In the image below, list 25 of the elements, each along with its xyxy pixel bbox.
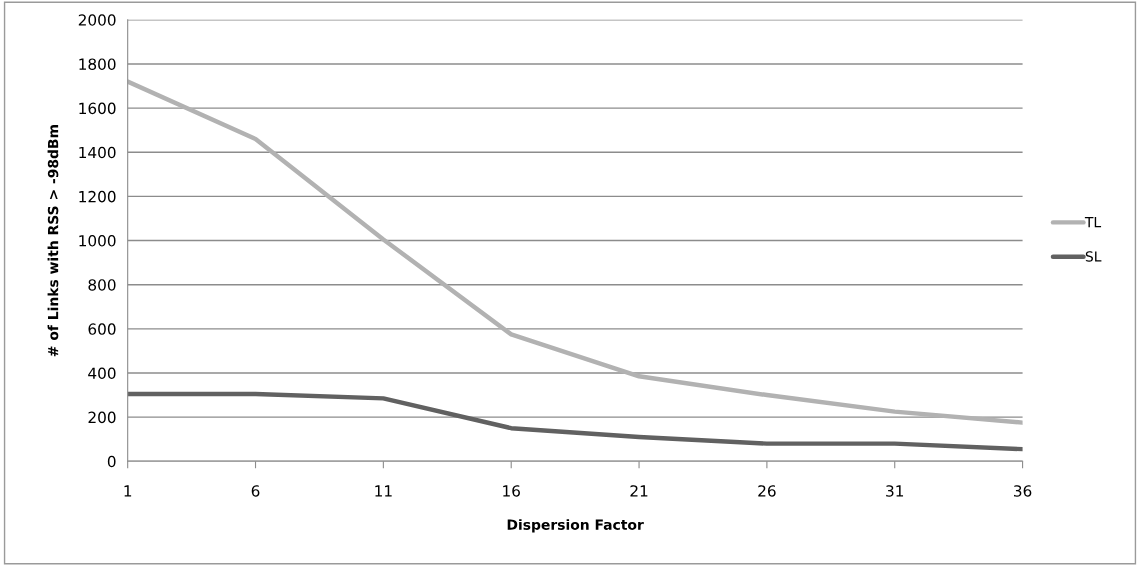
legend-label: TL <box>1084 217 1102 228</box>
x-tick-label: 31 <box>886 485 904 497</box>
y-tick-label: 400 <box>88 367 116 380</box>
legend-label: SL <box>1085 251 1102 262</box>
y-tick-label: 1000 <box>79 235 116 247</box>
line-series <box>127 79 1023 425</box>
x-tick-label: 1 <box>124 485 132 497</box>
x-tick-label: 16 <box>503 485 520 497</box>
y-tick-label: 1800 <box>79 58 116 70</box>
x-tick-label: 6 <box>251 485 260 497</box>
y-tick-label: 1200 <box>79 190 116 203</box>
y-tick-label: 800 <box>88 279 116 291</box>
y-axis-title: # of Links with RSS > -98dBm <box>47 125 59 357</box>
x-tick-label: 36 <box>1014 485 1032 497</box>
y-tick-label: 200 <box>88 411 116 424</box>
y-tick-label: 1600 <box>79 102 116 115</box>
x-axis-title: Dispersion Factor <box>507 519 644 533</box>
y-tick-label: 1400 <box>79 146 116 159</box>
x-tick-label: 11 <box>375 485 392 497</box>
line-series <box>127 391 1023 452</box>
y-tick-label: 600 <box>88 323 116 335</box>
x-tick-label: 21 <box>630 485 648 497</box>
y-tick-label: 0 <box>107 455 116 468</box>
x-tick-label: 26 <box>758 485 776 497</box>
y-tick-label: 2000 <box>78 14 116 26</box>
